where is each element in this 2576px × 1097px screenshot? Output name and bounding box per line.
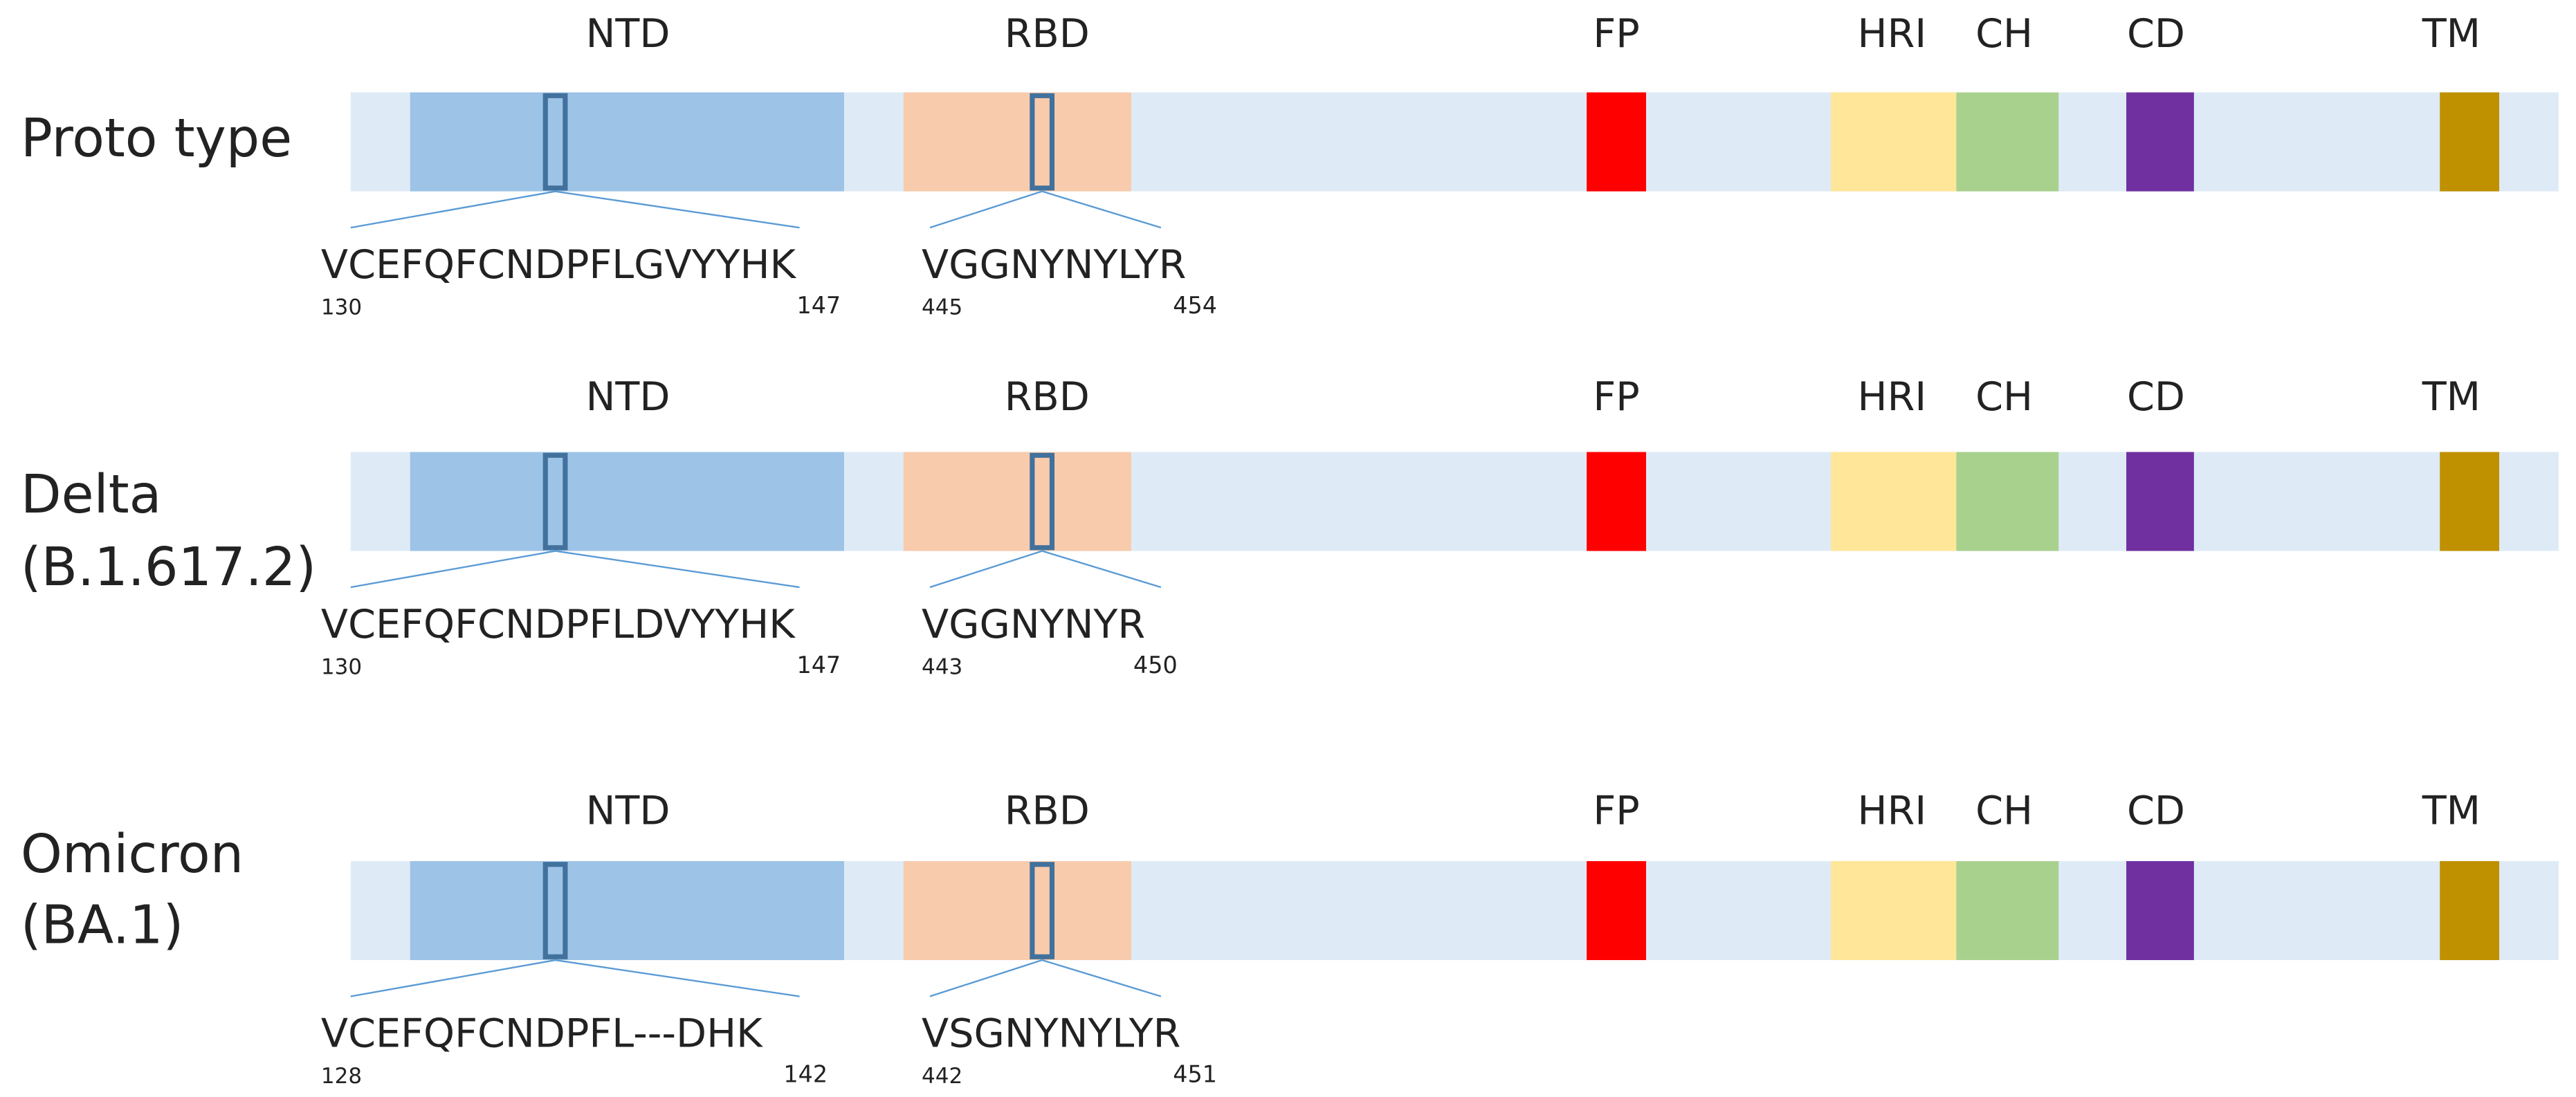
residue-end: 142 — [783, 1060, 828, 1087]
zoom-line — [350, 550, 556, 589]
zoom-line — [555, 190, 800, 229]
zoom-line — [1041, 190, 1162, 229]
zoom-line — [1041, 959, 1162, 997]
residue-start: 443 — [922, 654, 962, 679]
domain-label: HRI — [1858, 788, 1927, 833]
zoom-line — [350, 190, 556, 229]
domain-block — [1831, 452, 1957, 551]
domain-block — [2440, 452, 2500, 551]
domain-label: RBD — [1005, 788, 1090, 833]
highlight-box — [542, 93, 568, 191]
domain-label: CD — [2127, 788, 2185, 833]
domain-label: FP — [1593, 11, 1639, 57]
peptide-sequence: VSGNYNYLYR — [922, 1011, 1180, 1056]
domain-label: HRI — [1858, 374, 1927, 420]
zoom-line — [350, 959, 556, 997]
domain-block — [903, 92, 1131, 192]
zoom-line — [929, 190, 1043, 229]
peptide-sequence: VCEFQFCNDPFLDVYYHK — [321, 602, 796, 647]
zoom-line — [1041, 550, 1162, 589]
variant-name: (B.1.617.2) — [21, 536, 316, 598]
domain-label: HRI — [1858, 11, 1927, 57]
domain-block — [410, 860, 844, 961]
residue-end: 454 — [1173, 292, 1217, 319]
variant-name: Omicron — [21, 823, 244, 885]
domain-block — [2440, 860, 2500, 961]
variant-name: Delta — [21, 463, 162, 525]
domain-block — [1587, 92, 1647, 192]
variant-name: (BA.1) — [21, 894, 184, 956]
domain-label: RBD — [1005, 374, 1090, 420]
domain-label: CH — [1975, 374, 2033, 420]
residue-start: 445 — [922, 295, 962, 320]
domain-block — [1831, 92, 1957, 192]
domain-block — [903, 452, 1131, 551]
domain-block — [2126, 92, 2194, 192]
residue-start: 442 — [922, 1064, 962, 1089]
domain-block — [1587, 860, 1647, 961]
domain-label: CD — [2127, 374, 2185, 420]
domain-block — [2126, 860, 2194, 961]
domain-block — [410, 452, 844, 551]
zoom-line — [929, 959, 1043, 997]
zoom-line — [555, 959, 800, 997]
domain-block — [1831, 860, 1957, 961]
domain-label: FP — [1593, 788, 1639, 833]
peptide-sequence: VGGNYNYR — [922, 602, 1145, 647]
zoom-line — [929, 550, 1043, 589]
residue-start: 128 — [321, 1064, 362, 1089]
domain-block — [1956, 92, 2059, 192]
residue-end: 147 — [796, 292, 841, 319]
domain-label: NTD — [586, 374, 670, 420]
variant-name: Proto type — [21, 107, 292, 169]
domain-label: NTD — [586, 11, 670, 57]
domain-label: CD — [2127, 11, 2185, 57]
domain-block — [1587, 452, 1647, 551]
domain-label: FP — [1593, 374, 1639, 420]
domain-label: CH — [1975, 788, 2033, 833]
domain-block — [1956, 452, 2059, 551]
domain-block — [1956, 860, 2059, 961]
domain-block — [410, 92, 844, 192]
residue-end: 450 — [1133, 652, 1178, 679]
residue-end: 451 — [1173, 1060, 1217, 1087]
highlight-box — [1030, 452, 1055, 551]
highlight-box — [1030, 862, 1055, 959]
peptide-sequence: VCEFQFCNDPFLGVYYHK — [321, 242, 797, 288]
highlight-box — [542, 452, 568, 551]
residue-start: 130 — [321, 654, 362, 679]
domain-block — [2440, 92, 2500, 192]
domain-block — [2126, 452, 2194, 551]
residue-end: 147 — [796, 652, 841, 679]
domain-label: TM — [2422, 788, 2481, 833]
peptide-sequence: VGGNYNYLYR — [922, 242, 1186, 288]
highlight-box — [1030, 93, 1055, 191]
highlight-box — [542, 862, 568, 959]
domain-label: TM — [2422, 11, 2481, 57]
peptide-sequence: VCEFQFCNDPFL---DHK — [321, 1011, 763, 1056]
domain-label: NTD — [586, 788, 670, 833]
domain-label: CH — [1975, 11, 2033, 57]
zoom-line — [555, 550, 800, 589]
domain-label: RBD — [1005, 11, 1090, 57]
domain-block — [903, 860, 1131, 961]
residue-start: 130 — [321, 295, 362, 320]
domain-label: TM — [2422, 374, 2481, 420]
